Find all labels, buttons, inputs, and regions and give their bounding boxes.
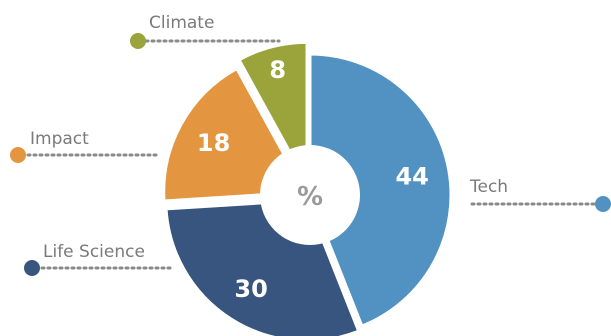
callout-dot-impact: [10, 147, 26, 163]
pie-slice-climate: [237, 40, 309, 185]
pie-slice-tech: [308, 52, 453, 329]
callout-dot-tech: [595, 196, 611, 212]
category-label-life-science: Life Science: [43, 242, 145, 262]
category-label-tech: Tech: [469, 177, 508, 197]
data-label-tech: 44: [395, 163, 428, 191]
callout-dot-climate: [130, 33, 146, 49]
data-label-impact: 18: [197, 129, 230, 157]
category-label-impact: Impact: [30, 129, 89, 149]
center-hole: [260, 145, 360, 245]
center-label: %: [297, 182, 323, 212]
data-label-climate: 8: [269, 56, 286, 84]
value-labels-group: 44 30 18 8: [197, 56, 429, 303]
category-label-climate: Climate: [149, 13, 214, 33]
callouts-group: Tech Life Science Impact Climate: [10, 13, 611, 276]
data-label-life-science: 30: [234, 275, 267, 303]
callout-dot-life-science: [24, 260, 40, 276]
